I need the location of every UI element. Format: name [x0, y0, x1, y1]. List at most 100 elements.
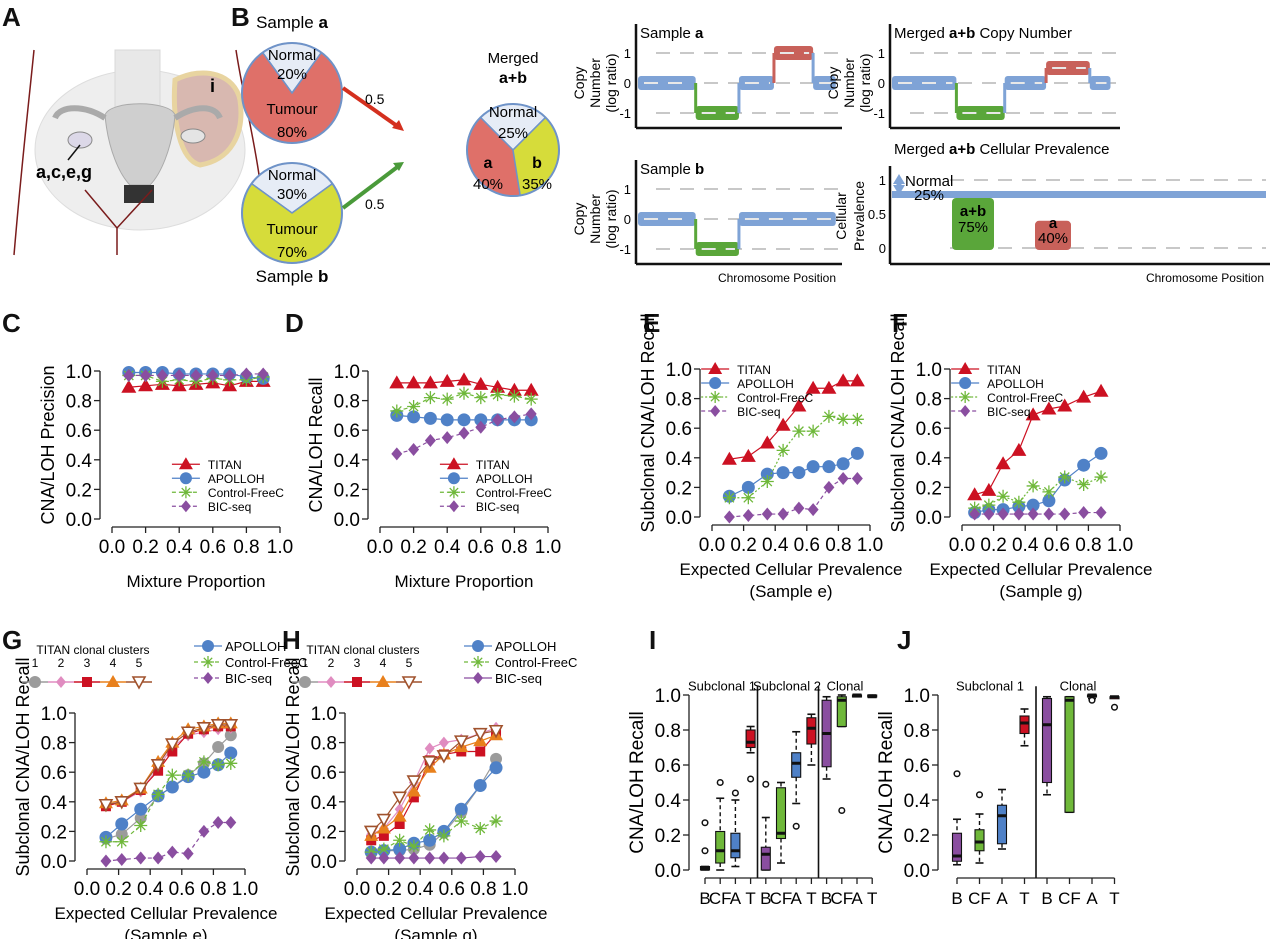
chart-e-point-titan	[835, 373, 851, 387]
chart-g-cluster-number: 2	[58, 656, 65, 670]
chart-h-cluster-legend-marker	[376, 675, 390, 687]
chart-e-point-titan	[791, 398, 807, 412]
chart-c-point-titan	[138, 378, 154, 392]
chart-i-outlier	[701, 847, 709, 855]
cn-sample-b-segment-neutral	[738, 212, 836, 226]
chart-c-xtick-label: 0.4	[166, 537, 193, 558]
merged-a-pct: 40%	[473, 176, 503, 193]
chart-c-point-bicseq	[240, 367, 252, 381]
chart-h-xtick-label: 0.8	[470, 879, 496, 900]
chart-d-xtick-label: 0.2	[400, 537, 426, 558]
fallopian-tube-left	[52, 105, 107, 121]
chart-g-ytick-label: 0.4	[41, 793, 68, 814]
chart-h-point-apolloh	[489, 761, 503, 775]
chart-e-point-controlfreec	[850, 412, 864, 426]
chart-h-point-bicseq	[455, 851, 467, 865]
cn-sample-b-xlabel: Chromosome Position	[718, 271, 836, 285]
chart-f-point-controlfreec	[1077, 477, 1091, 491]
chart-e-point-apolloh	[792, 466, 806, 480]
chart-i-ytick-label: 0.8	[655, 721, 681, 742]
chart-c-ytick-label: 0.8	[66, 392, 92, 413]
chart-h-cluster-number: 2	[328, 656, 335, 670]
chart-j-xtick-label: CF	[968, 889, 991, 908]
chart-g-point-bicseq	[152, 851, 164, 865]
chart-h-cluster-legend-marker	[352, 677, 362, 687]
chart-g-point-controlfreec	[197, 755, 211, 769]
chart-d-point-apolloh	[474, 413, 488, 427]
chart-j-ylabel: CNA/LOH Recall	[876, 711, 897, 854]
chart-i-ytick-label: 1.0	[655, 686, 681, 707]
chart-h-point-cluster5	[376, 813, 392, 828]
panel-b-pies: Normal 20% Tumour 80% Normal 30% Tumour 70% Samp…	[241, 13, 560, 286]
chart-c-point-bicseq	[156, 368, 168, 382]
panel-label-b: B	[231, 2, 250, 32]
chart-i-outlier	[747, 775, 755, 783]
chart-j-box-apolloh	[996, 804, 1008, 845]
chart-f-point-titan	[967, 487, 983, 501]
chart-f-legend-marker-apolloh	[959, 377, 972, 389]
chart-i-box-controlfreec	[715, 830, 726, 864]
chart-c-point-titan	[121, 379, 137, 393]
chart-h: 0.00.20.40.60.81.00.0 0.2 0.4 0.6 0.8 1.0Expe…	[283, 639, 577, 939]
chart-g-point-cluster5	[133, 782, 149, 797]
normal-arrow-head-down	[893, 185, 905, 195]
chart-h-point-bicseq	[378, 851, 390, 865]
sample-b-pie-normal-pct: 30%	[277, 186, 307, 203]
chart-e-xtick-label: 1.0	[857, 535, 883, 556]
chart-g-point-bicseq	[225, 816, 237, 830]
chart-c-legend-marker-titan	[178, 457, 193, 470]
chart-h-point-bicseq	[490, 850, 502, 864]
chart-g-legend-marker-bicseq	[203, 672, 213, 684]
panel-label-a: A	[2, 2, 21, 32]
chart-d-point-bicseq	[508, 410, 520, 424]
chart-d-legend-marker-apolloh	[447, 472, 460, 485]
chart-g-point-bicseq	[212, 816, 224, 830]
chart-e-point-bicseq	[723, 510, 735, 524]
chart-c-legend-label: BIC-seq	[208, 500, 251, 514]
chart-f-point-bicseq	[997, 507, 1009, 521]
cn-sample-a-ytick: -1	[619, 106, 631, 121]
chart-e-xtick-label: 0.0	[699, 535, 725, 556]
chart-e-ylabel: Subclonal CNA/LOH Recall	[638, 313, 658, 532]
chart-g: 0.00.20.40.60.81.00.0 0.2 0.4 0.6 0.8 1.0Expe…	[13, 639, 307, 939]
chart-f-legend-marker-titan	[958, 362, 973, 374]
sample-a-pie-outline	[241, 42, 343, 144]
panel-label-i: I	[649, 625, 657, 655]
chart-h-cluster-number: 5	[406, 656, 413, 670]
chart-d-xtick-label: 0.0	[367, 537, 393, 558]
chart-g-point-controlfreec	[165, 768, 179, 782]
merged-title-line1: Merged	[488, 50, 539, 67]
chart-e-point-bicseq	[742, 509, 754, 523]
chart-g-cluster-legend-marker	[56, 676, 66, 688]
chart-f-point-titan	[1041, 401, 1057, 415]
prevalence-block-pct: 40%	[1038, 230, 1068, 247]
chart-h-point-controlfreec	[454, 814, 468, 828]
chart-d-ytick-label: 0.6	[334, 421, 360, 442]
chart-i-xtick-label: CF	[709, 889, 732, 908]
cn-sample-b-segment-neutral	[638, 212, 696, 226]
prevalence-title: Merged a+b Cellular Prevalence	[894, 141, 1110, 158]
chart-c-legend-label: TITAN	[208, 458, 242, 472]
chart-e-ytick-label: 0.6	[666, 419, 692, 440]
chart-i-xtick-label: CF	[770, 889, 793, 908]
chart-e-point-apolloh	[776, 466, 790, 480]
cn-merged-segment-loss	[956, 106, 1005, 120]
chart-h-point-cluster4	[392, 809, 407, 822]
chart-j-ytick-label: 0.8	[904, 721, 930, 742]
panel-label-c: C	[2, 308, 21, 338]
chart-f-point-controlfreec	[1094, 470, 1108, 484]
chart-e-point-controlfreec	[806, 424, 820, 438]
cn-sample-b-ytick: 0	[624, 212, 631, 227]
chart-f-point-bicseq	[969, 507, 981, 521]
chart-e-point-titan	[759, 435, 775, 449]
chart-h-xtick-label: 0.6	[439, 879, 465, 900]
chart-g-point-apolloh	[197, 765, 211, 779]
chart-h-xlabel: Expected Cellular Prevalence	[324, 904, 547, 923]
chart-i-outlier	[792, 822, 800, 830]
chart-g-xtick-label: 0.4	[137, 879, 164, 900]
chart-h-legend-label: BIC-seq	[495, 671, 542, 686]
chart-e: 0.00.20.40.60.81.00.0 0.2 0.4 0.6 0.8 1.0Expe…	[638, 313, 903, 601]
chart-d-point-bicseq	[441, 431, 453, 445]
chart-h-cluster-number: 3	[354, 656, 361, 670]
